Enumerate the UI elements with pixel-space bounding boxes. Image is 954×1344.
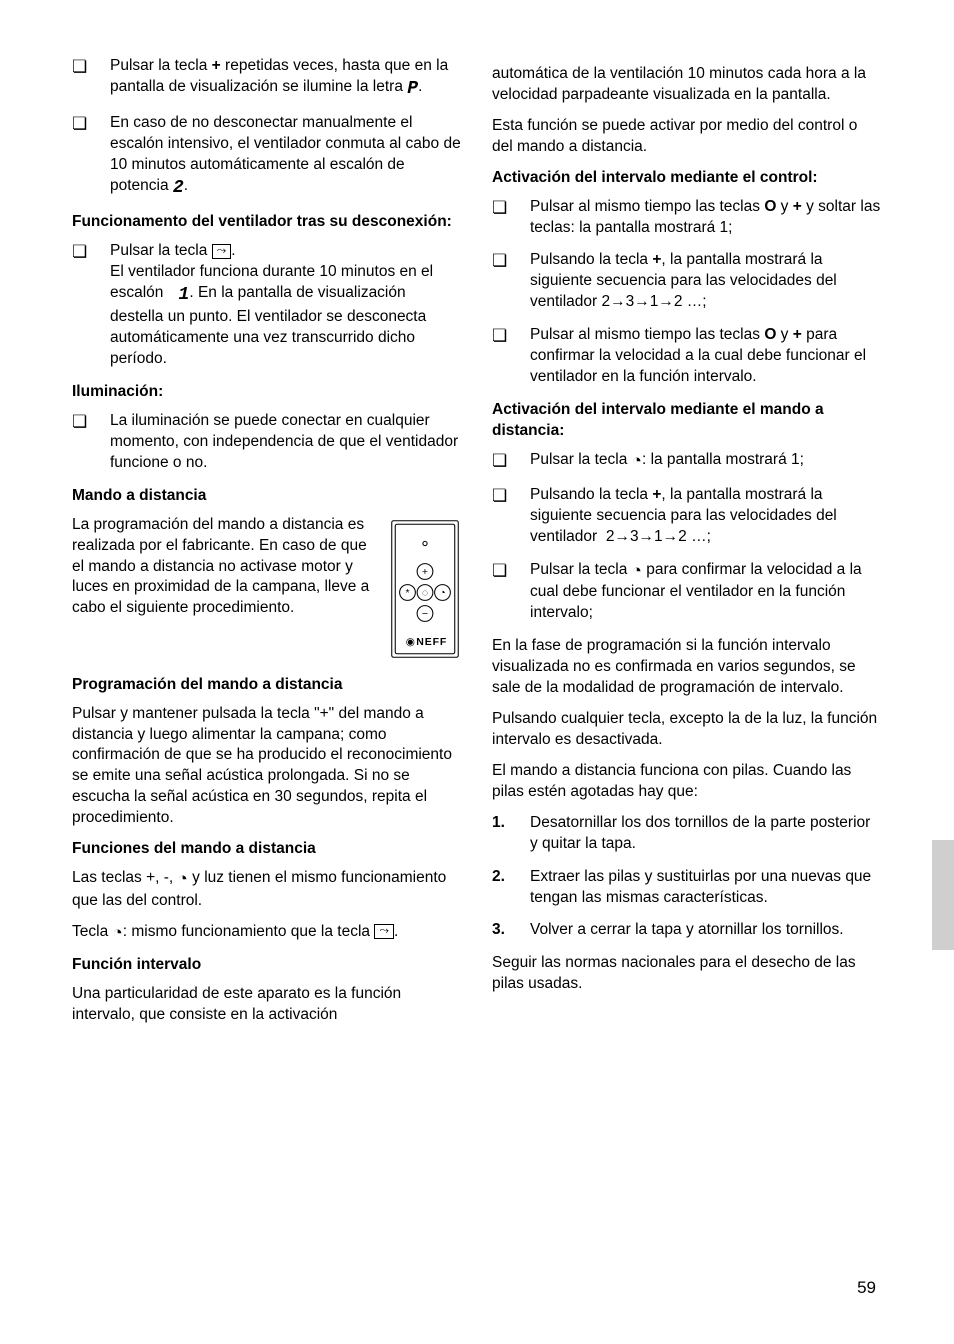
text-run: : la pantalla mostrará 1;: [642, 451, 804, 468]
after-run-icon: ⤳: [212, 244, 232, 259]
funcs-paragraph-2: Tecla ◔: mismo funcionamiento que la tec…: [72, 922, 462, 945]
bullet-item: Pulsando la tecla +, la pantalla mostrar…: [492, 250, 882, 313]
left-column: Pulsar la tecla + repetidas veces, hasta…: [72, 56, 462, 1036]
step-text: Desatornillar los dos tornillos de la pa…: [530, 814, 870, 852]
heading-mando: Mando a distancia: [72, 486, 462, 507]
svg-text:◉: ◉: [406, 636, 415, 648]
heading-intervalo: Función intervalo: [72, 955, 462, 976]
step-item: 3.Volver a cerrar la tapa y atornillar l…: [492, 920, 882, 941]
svg-text:−: −: [422, 608, 428, 620]
int-paragraph: Una particularidad de este aparato es la…: [72, 984, 462, 1026]
puls-paragraph: Pulsando cualquier tecla, excepto la de …: [492, 709, 882, 751]
battery-steps: 1.Desatornillar los dos tornillos de la …: [492, 813, 882, 942]
bullet-item: La iluminación se puede conectar en cual…: [72, 411, 462, 474]
text-run: Pulsar la tecla: [530, 561, 632, 578]
bullet-item: Pulsar la tecla ◔: la pantalla mostrará …: [492, 450, 882, 473]
bullet-item: Pulsar al mismo tiempo las teclas O y + …: [492, 197, 882, 239]
heading-funcionamiento: Funcionamento del ventilador tras su des…: [72, 212, 462, 233]
func-bullets: Pulsar la tecla ⤳. El ventilador funcion…: [72, 241, 462, 370]
text-run: Pulsar la tecla: [530, 451, 632, 468]
text-run: : mismo funcionamiento que la tecla: [123, 923, 375, 940]
bullet-item: Pulsando la tecla +, la pantalla mostrar…: [492, 485, 882, 548]
text-run: Las teclas +, -,: [72, 869, 178, 886]
bullet-item: Pulsar al mismo tiempo las teclas O y + …: [492, 325, 882, 388]
page-edge-tab: [932, 840, 954, 950]
svg-text:*: *: [405, 587, 409, 599]
heading-act-distancia: Activación del intervalo mediante el man…: [492, 400, 882, 442]
cont-paragraph: automática de la ventilación 10 minutos …: [492, 64, 882, 106]
dist-bullets: Pulsar la tecla ◔: la pantalla mostrará …: [492, 450, 882, 624]
step-text: Extraer las pilas y sustituirlas por una…: [530, 868, 871, 906]
step-text: Volver a cerrar la tapa y atornillar los…: [530, 921, 844, 938]
step-item: 2.Extraer las pilas y sustituirlas por u…: [492, 867, 882, 909]
heading-funciones: Funciones del mando a distancia: [72, 839, 462, 860]
bullet-item: En caso de no desconectar manualmente el…: [72, 113, 462, 200]
svg-text:+: +: [422, 566, 428, 578]
svg-text:NEFF: NEFF: [416, 636, 447, 648]
ilum-bullets: La iluminación se puede conectar en cual…: [72, 411, 462, 474]
fase-paragraph: En la fase de programación si la función…: [492, 636, 882, 699]
bullet-item: Pulsar la tecla ⤳. El ventilador funcion…: [72, 241, 462, 370]
svg-text:◌: ◌: [422, 587, 428, 599]
ctrl-bullets: Pulsar al mismo tiempo las teclas O y + …: [492, 197, 882, 388]
clock-icon: ◔: [113, 923, 123, 942]
clock-icon: ◔: [632, 451, 642, 470]
heading-programacion: Programación del mando a distancia: [72, 675, 462, 696]
content-columns: Pulsar la tecla + repetidas veces, hasta…: [72, 56, 882, 1036]
pilas-paragraph: El mando a distancia funciona con pilas.…: [492, 761, 882, 803]
right-column: automática de la ventilación 10 minutos …: [492, 56, 882, 1036]
prog-paragraph: Pulsar y mantener pulsada la tecla "+" d…: [72, 704, 462, 830]
norm-paragraph: Seguir las normas nacionales para el des…: [492, 953, 882, 995]
heading-iluminacion: Iluminación:: [72, 382, 462, 403]
clock-icon: ◔: [632, 561, 642, 580]
bullet-item: Pulsar la tecla + repetidas veces, hasta…: [72, 56, 462, 101]
act-paragraph: Esta función se puede activar por medio …: [492, 116, 882, 158]
intro-bullets: Pulsar la tecla + repetidas veces, hasta…: [72, 56, 462, 200]
after-run-icon: ⤳: [374, 924, 394, 939]
heading-act-control: Activación del intervalo mediante el con…: [492, 168, 882, 189]
svg-text:◔: ◔: [439, 587, 445, 599]
text-run: Tecla: [72, 923, 113, 940]
page-number: 59: [857, 1277, 876, 1300]
remote-control-figure: + * ◌ ◔ − ◉ NEFF: [390, 519, 460, 659]
step-item: 1.Desatornillar los dos tornillos de la …: [492, 813, 882, 855]
clock-icon: ◔: [178, 869, 188, 888]
bullet-item: Pulsar la tecla ◔ para confirmar la velo…: [492, 560, 882, 625]
funcs-paragraph-1: Las teclas +, -, ◔ y luz tienen el mismo…: [72, 868, 462, 912]
